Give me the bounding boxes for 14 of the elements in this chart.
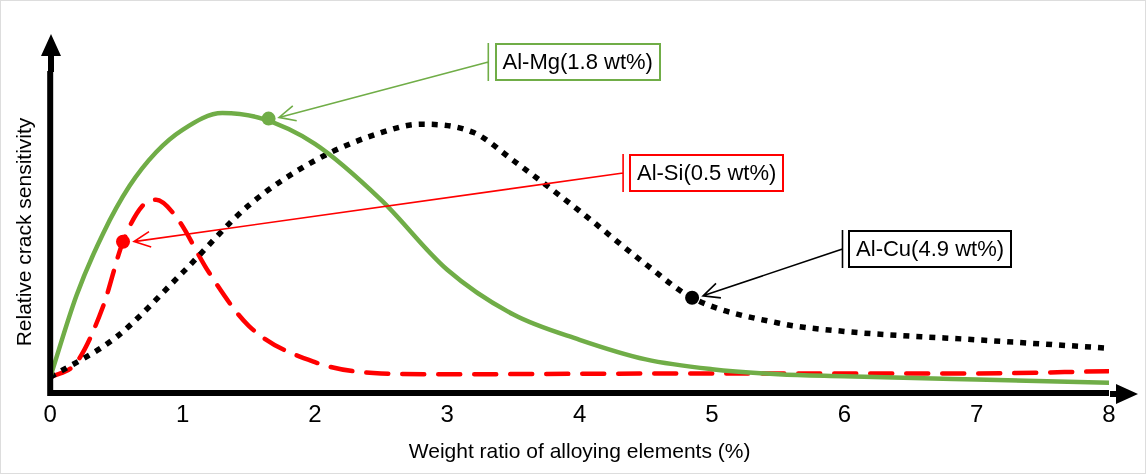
x-tick-label: 3 xyxy=(440,400,454,428)
x-tick-label: 5 xyxy=(705,400,719,428)
x-tick-label: 1 xyxy=(175,400,190,428)
x-tick-label: 6 xyxy=(837,400,851,428)
x-tick-label: 4 xyxy=(572,400,587,428)
annotation: Al-Si(0.5 wt%) xyxy=(628,153,785,192)
text: Al-Mg(1.8 wt%) xyxy=(494,42,661,81)
x-tick-label: 2 xyxy=(308,400,322,428)
annotation: Al-Cu(4.9 wt%) xyxy=(848,229,1013,268)
x-tick-label: 0 xyxy=(43,400,57,428)
x-axis-title: Weight ratio of alloying elements (%) xyxy=(408,439,751,463)
y-axis-title: Relative crack sensitivity xyxy=(12,117,36,347)
x-tick-label: 8 xyxy=(1102,400,1116,428)
x-tick-label: 7 xyxy=(969,400,984,428)
